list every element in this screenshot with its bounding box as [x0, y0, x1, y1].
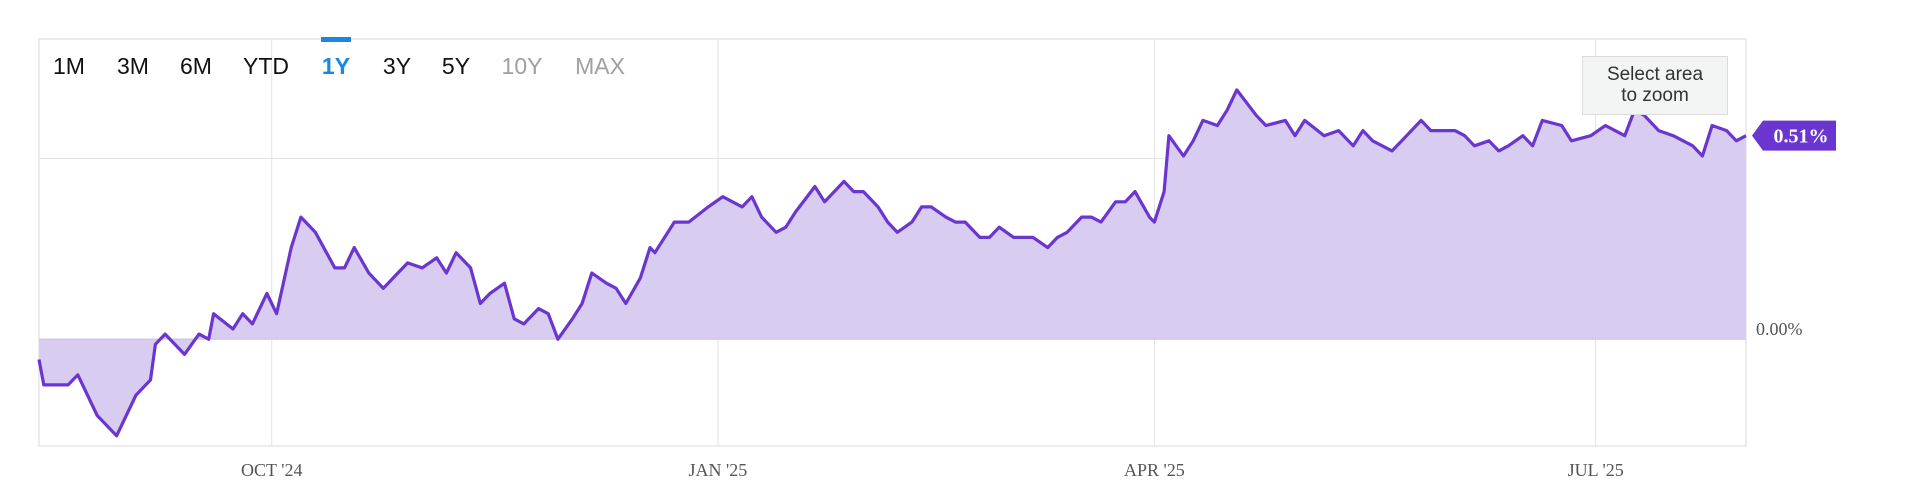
range-button-max: MAX [575, 53, 625, 79]
range-button-6m[interactable]: 6M [180, 53, 212, 79]
range-button-5y[interactable]: 5Y [442, 53, 470, 79]
active-range-indicator [321, 37, 351, 42]
x-tick-label: JAN '25 [689, 460, 748, 480]
series-area[interactable] [37, 88, 1747, 438]
range-selector[interactable]: 1M 3M 6M YTD 1Y 3Y 5Y 10Y MAX [53, 37, 625, 79]
y-tick-label: 0.00% [1756, 319, 1803, 339]
series-area-fill [39, 89, 1746, 436]
range-button-3m[interactable]: 3M [117, 53, 149, 79]
last-value-flag-shape [1752, 120, 1836, 151]
range-button-1y[interactable]: 1Y [322, 53, 350, 79]
x-tick-label: JUL '25 [1568, 460, 1624, 480]
zoom-hint-line1: Select area [1606, 64, 1704, 85]
range-button-10y: 10Y [502, 53, 543, 79]
x-tick-label: APR '25 [1124, 460, 1185, 480]
x-axis-labels: OCT '24 JAN '25 APR '25 JUL '25 [241, 460, 1624, 480]
range-button-3y[interactable]: 3Y [383, 53, 411, 79]
last-value-label: 0.51% [1774, 126, 1829, 148]
series-line [37, 88, 1747, 438]
range-button-1m[interactable]: 1M [53, 53, 85, 79]
y-axis-labels: 0.00% [1756, 319, 1803, 339]
range-button-ytd[interactable]: YTD [243, 53, 289, 79]
zoom-hint-button[interactable]: Select area to zoom [1582, 56, 1728, 115]
x-tick-label: OCT '24 [241, 460, 302, 480]
last-value-flag: 0.51% [1752, 120, 1836, 151]
zoom-hint-line2: to zoom [1621, 85, 1689, 106]
